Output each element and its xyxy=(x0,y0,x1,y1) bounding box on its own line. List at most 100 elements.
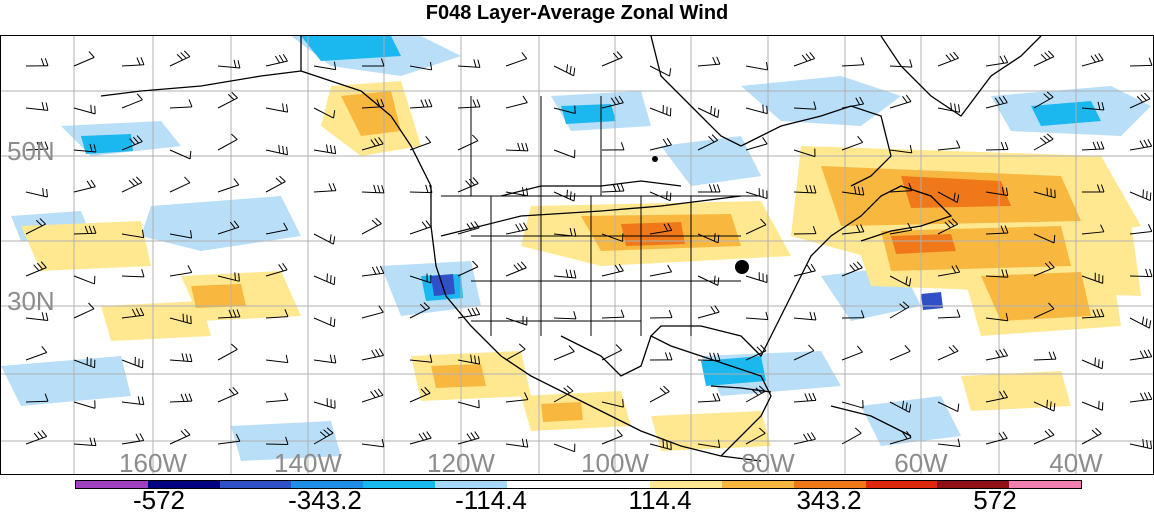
wind-barb-flag xyxy=(279,55,283,62)
wind-barb-flag xyxy=(475,431,480,438)
wind-barb-flag xyxy=(1149,58,1152,65)
wind-barb-flag xyxy=(616,345,622,351)
wind-barb xyxy=(1130,444,1151,449)
wind-barb xyxy=(74,309,94,318)
wind-barb-flag xyxy=(43,188,44,196)
wind-barb-flag xyxy=(668,265,672,272)
wind-barb-flag xyxy=(474,59,476,67)
wind-barb xyxy=(506,444,528,447)
wind-barb-flag xyxy=(374,390,379,396)
wind-barb-flag xyxy=(1148,139,1152,146)
wind-barb-flag xyxy=(190,354,192,362)
wind-barb xyxy=(170,435,190,444)
wind-barb-flag xyxy=(283,146,284,154)
wind-barb xyxy=(554,444,575,452)
wind-barb-flag xyxy=(853,263,858,269)
wind-barb-flag xyxy=(1148,350,1152,357)
wind-barb-flag xyxy=(763,105,764,113)
wind-barb-flag xyxy=(137,94,142,100)
wind-barb xyxy=(1082,60,1103,66)
wind-barb-flag xyxy=(1148,224,1151,231)
wind-barb xyxy=(506,268,526,276)
wind-barb-flag xyxy=(181,394,184,401)
wind-barb-flag xyxy=(522,52,527,58)
wind-barb-flag xyxy=(1143,189,1144,197)
wind-barb xyxy=(218,139,237,150)
wind-barb-flag xyxy=(334,355,336,363)
wind-barb-flag xyxy=(523,96,527,103)
wind-barb-flag xyxy=(519,344,525,349)
wind-barb-flag xyxy=(615,265,619,272)
wind-barb-flag xyxy=(279,264,284,271)
wind-barb-flag xyxy=(574,193,575,201)
wind-barb-flag xyxy=(189,99,192,106)
wind-barb-flag xyxy=(1049,429,1054,435)
wind-barb-flag xyxy=(183,314,184,322)
wind-barb-flag xyxy=(717,57,720,64)
wind-barb-flag xyxy=(802,55,807,61)
wind-barb-flag xyxy=(427,431,432,438)
wind-barb-flag xyxy=(333,183,336,190)
wind-barb-flag xyxy=(477,99,480,106)
wind-barb xyxy=(26,352,47,360)
wind-barb-flag xyxy=(1099,359,1100,367)
wind-barb-flag xyxy=(473,100,476,107)
wind-barb xyxy=(746,276,767,283)
wind-barb xyxy=(602,350,622,360)
wind-barb-flag xyxy=(619,264,623,271)
wind-barb-flag xyxy=(468,309,472,316)
wind-barb-flag xyxy=(808,345,814,351)
wind-barb xyxy=(698,64,720,66)
wind-barb-flag xyxy=(667,138,671,145)
wind-barb-flag xyxy=(47,189,48,197)
wind-barb xyxy=(362,312,383,318)
wind-barb-flag xyxy=(1146,269,1148,277)
wind-barb-flag xyxy=(187,315,188,323)
wind-barb-flag xyxy=(621,184,624,191)
wind-barb-flag xyxy=(807,265,811,272)
wind-barb-flag xyxy=(34,265,39,271)
wind-barb-flag xyxy=(570,191,571,199)
wind-barb-flag xyxy=(850,265,855,271)
wind-barb-flag xyxy=(613,53,618,59)
wind-barb xyxy=(410,107,432,108)
wind-barb xyxy=(266,61,287,66)
wind-barb-flag xyxy=(426,136,431,142)
wind-barb xyxy=(746,66,768,70)
colorbar-tick-label: -114.4 xyxy=(455,485,527,516)
wind-barb-flag xyxy=(45,58,48,66)
wind-barb-flag xyxy=(903,96,908,102)
wind-barb-flag xyxy=(1051,189,1052,197)
station-marker xyxy=(735,260,749,274)
wind-barb xyxy=(554,276,576,278)
wind-barb-flag xyxy=(422,222,427,228)
wind-barb-flag xyxy=(814,312,816,320)
wind-barb-flag xyxy=(283,54,287,61)
wind-barb xyxy=(1034,435,1054,444)
wind-barb-flag xyxy=(811,432,815,439)
wind-barb-flag xyxy=(1000,350,1004,357)
wind-barb xyxy=(1034,359,1056,360)
wind-barb-flag xyxy=(713,394,716,401)
wind-barb-flag xyxy=(94,438,96,446)
wind-barb xyxy=(890,351,910,360)
wind-barb xyxy=(1130,231,1152,234)
wind-barb-flag xyxy=(1141,95,1147,101)
wind-barb xyxy=(794,400,816,402)
wind-barb-flag xyxy=(331,317,332,325)
wind-barb xyxy=(26,268,46,276)
wind-barb xyxy=(266,108,288,112)
wind-barb-flag xyxy=(184,177,190,183)
wind-barb xyxy=(890,66,912,67)
wind-barb-flag xyxy=(472,261,478,267)
wind-barb xyxy=(938,444,960,447)
wind-barb-flag xyxy=(46,103,48,111)
colorbar-tick-label: 343.2 xyxy=(796,485,861,516)
wind-barb-flag xyxy=(1044,136,1050,141)
wind-barb-flag xyxy=(287,147,288,155)
wind-barb xyxy=(218,66,240,68)
wind-barb-flag xyxy=(334,236,335,244)
wind-barb-flag xyxy=(1095,55,1100,62)
wind-barb-flag xyxy=(1140,351,1144,358)
wind-barb xyxy=(170,57,190,66)
